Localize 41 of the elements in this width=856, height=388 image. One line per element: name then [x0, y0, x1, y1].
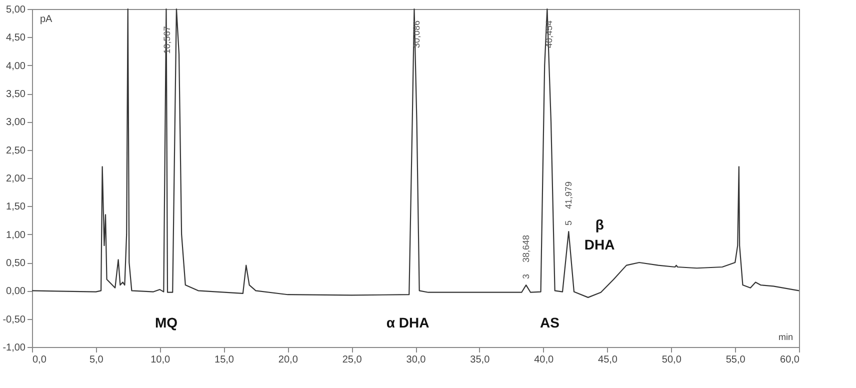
x-tick-label: 60,0 [780, 354, 800, 366]
x-tick-label: 40,0 [534, 354, 554, 366]
x-tick-label: 5,0 [89, 354, 104, 366]
y-tick-label: 4,00 [6, 60, 26, 72]
annotation: 5 [564, 220, 574, 226]
y-tick-label: 5,00 [6, 4, 26, 16]
y-tick-label: -1,00 [2, 342, 26, 354]
annotation: 30,086 [412, 20, 422, 48]
y-tick-label: 0,00 [6, 286, 26, 298]
y-tick-label: 2,00 [6, 174, 26, 184]
annotation: β [595, 216, 604, 232]
annotation: 3 [521, 274, 532, 280]
x-tick-label: 45,0 [598, 354, 618, 366]
x-tick-label: 35,0 [470, 354, 490, 366]
x-tick-label: 25,0 [342, 354, 362, 366]
x-tick-label: 0,0 [32, 354, 47, 366]
y-tick-label: 0,50 [6, 258, 26, 269]
x-tick-label: 15,0 [214, 354, 234, 366]
annotation: 10,567 [162, 26, 172, 54]
y-tick-label: 3,50 [6, 89, 26, 100]
annotation: AS [540, 314, 560, 330]
line-series [31, 8, 800, 298]
x-tick-label: 10,0 [150, 354, 170, 366]
x-axis-title: min [778, 332, 793, 342]
y-axis-title: pA [40, 14, 53, 25]
x-tick-label: 50,0 [662, 354, 682, 366]
y-tick-label: 3,00 [6, 117, 26, 128]
x-tick-label: 55,0 [726, 354, 746, 366]
annotation: MQ [154, 314, 178, 330]
annotation: α DHA [386, 314, 430, 330]
y-tick-label: 1,00 [6, 230, 26, 241]
annotation: 40,454 [544, 20, 554, 48]
x-tick-label: 20,0 [278, 354, 298, 366]
y-tick-label: 1,50 [6, 202, 26, 213]
y-tick-label: 2,50 [6, 145, 26, 156]
y-tick-label: 4,50 [6, 32, 26, 44]
annotation: DHA [584, 236, 615, 253]
y-tick-label: -0,50 [2, 314, 26, 326]
annotation: 41,979 [564, 181, 574, 210]
x-tick-label: 30,0 [406, 354, 426, 366]
annotation: 38,648 [521, 235, 532, 263]
